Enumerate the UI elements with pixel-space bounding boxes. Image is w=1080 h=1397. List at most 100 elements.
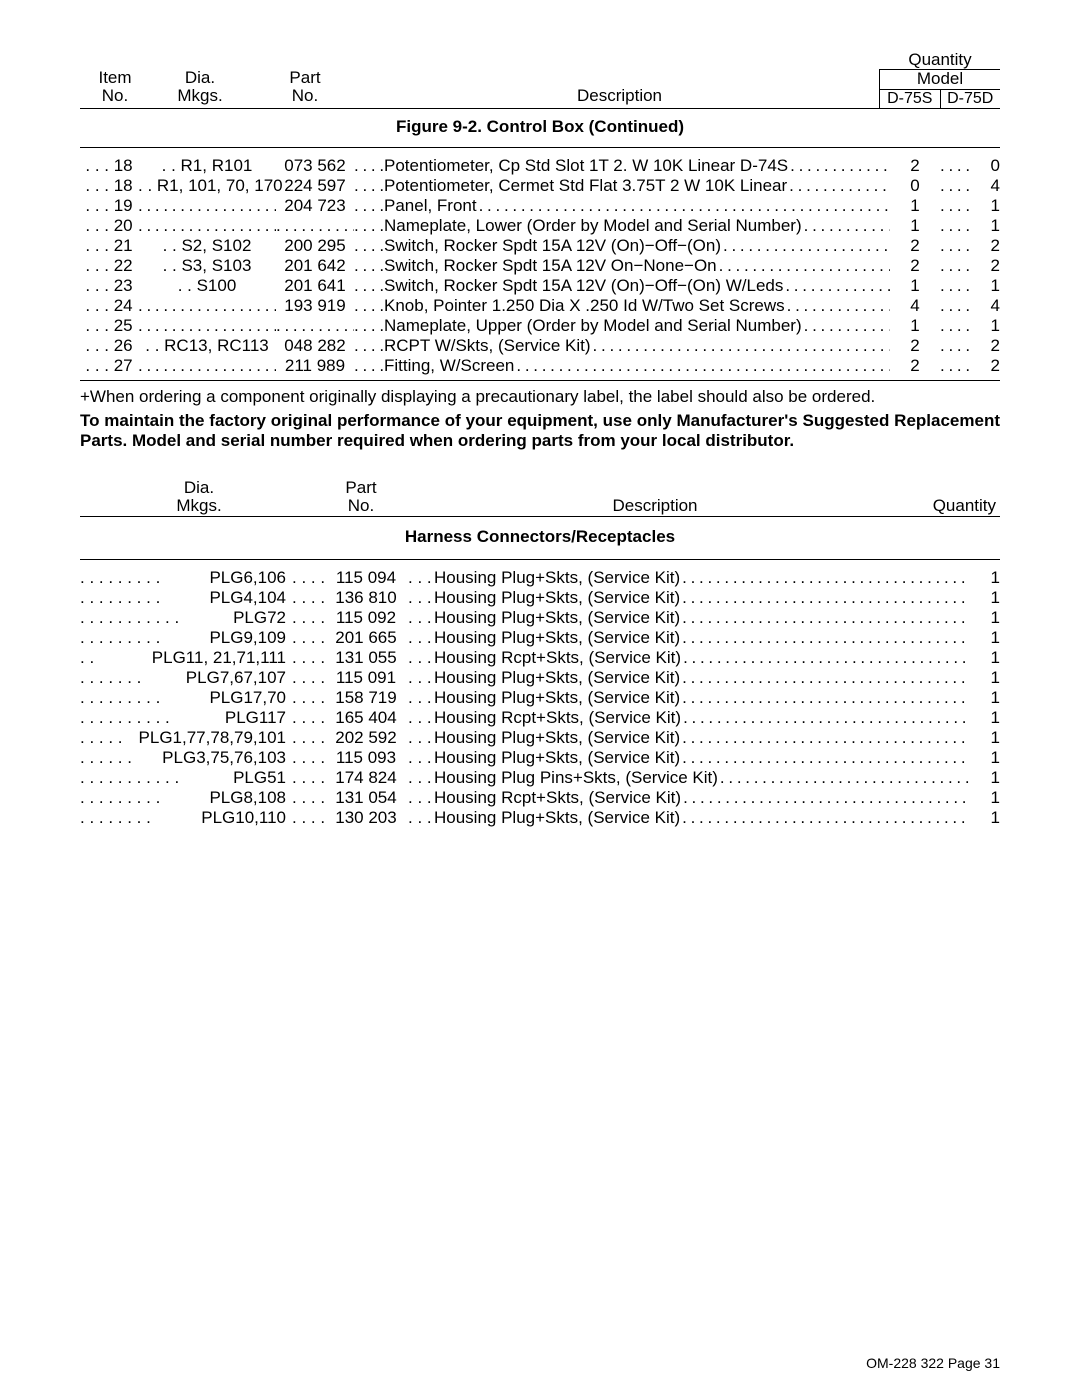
cell-desc: Nameplate, Upper (Order by Model and Ser… <box>384 316 890 336</box>
cell-desc: Housing Plug+Skts, (Service Kit) <box>434 748 970 768</box>
cell-qty-a: 2 <box>890 256 940 276</box>
cell-dia: PLG72 <box>80 608 286 628</box>
cell-dia: PLG10,110 <box>80 808 286 828</box>
table-row: . . . 19204 723Panel, Front11 <box>80 196 1000 216</box>
cell-qty-a: 4 <box>890 296 940 316</box>
hdr2-dia: Dia. Mkgs. <box>80 479 318 515</box>
cell-qty-b: 4 <box>970 296 1000 316</box>
table-row: PLG117165 404Housing Rcpt+Skts, (Service… <box>80 708 1000 728</box>
cell-part: 211 989 <box>276 356 354 376</box>
cell-qty: 1 <box>970 788 1000 808</box>
table-row: . . . 20Nameplate, Lower (Order by Model… <box>80 216 1000 236</box>
cell-dia: PLG11, 21,71,111 <box>80 648 286 668</box>
cell-part <box>276 316 354 336</box>
figure-caption-1: Figure 9-2. Control Box (Continued) <box>80 109 1000 148</box>
cell-desc: Housing Plug+Skts, (Service Kit) <box>434 608 970 628</box>
cell-dia: PLG1,77,78,79,101 <box>80 728 286 748</box>
cell-desc: Housing Rcpt+Skts, (Service Kit) <box>434 708 970 728</box>
table-row: . . . 27211 989Fitting, W/Screen22 <box>80 356 1000 376</box>
cell-part: 202 592 <box>328 728 404 748</box>
table-row: . . . 24193 919Knob, Pointer 1.250 Dia X… <box>80 296 1000 316</box>
cell-desc: Panel, Front <box>384 196 890 216</box>
table-row: PLG11, 21,71,111 131 055 Housing Rcpt+Skts… <box>80 648 1000 668</box>
cell-dia: PLG117 <box>80 708 286 728</box>
parts-list-2: PLG6,106 115 094 Housing Plug+Skts, (Servi… <box>80 560 1000 828</box>
cell-part: 224 597 <box>276 176 354 196</box>
cell-desc: Housing Plug+Skts, (Service Kit) <box>434 628 970 648</box>
table2-header: Dia. Mkgs. Part No. Description Quantity <box>80 479 1000 517</box>
cell-dia: PLG4,104 <box>80 588 286 608</box>
page: Quantity Item No. Dia. Mkgs. Part No. De… <box>0 0 1080 1397</box>
cell-part: 131 054 <box>328 788 404 808</box>
table1-header: Quantity Item No. Dia. Mkgs. Part No. De… <box>80 50 1000 109</box>
cell-qty-a: 0 <box>890 176 940 196</box>
cell-part: 115 094 <box>328 568 404 588</box>
table-row: PLG3,75,76,103115 093Housing Plug+Skts, … <box>80 748 1000 768</box>
cell-part: 200 295 <box>276 236 354 256</box>
table-row: PLG7,67,107115 091Housing Plug+Skts, (Se… <box>80 668 1000 688</box>
cell-dia <box>138 296 276 316</box>
cell-dia: PLG8,108 <box>80 788 286 808</box>
cell-qty-b: 1 <box>970 316 1000 336</box>
hdr2-qty: Quantity <box>906 479 1000 515</box>
cell-qty: 1 <box>970 668 1000 688</box>
cell-part: 193 919 <box>276 296 354 316</box>
cell-qty-b: 2 <box>970 256 1000 276</box>
cell-dia: PLG6,106 <box>80 568 286 588</box>
cell-qty-a: 1 <box>890 276 940 296</box>
cell-part: 158 719 <box>328 688 404 708</box>
cell-item: . . . 18 <box>80 156 138 176</box>
cell-desc: Nameplate, Lower (Order by Model and Ser… <box>384 216 890 236</box>
table-row: . . . 26. . RC13, RC113048 282RCPT W/Skt… <box>80 336 1000 356</box>
cell-dia: . . S3, S103 <box>138 256 276 276</box>
table-row: . . . 23. . S100201 641Switch, Rocker Sp… <box>80 276 1000 296</box>
table-row: . . . 22. . S3, S103201 642 Switch, Rocke… <box>80 256 1000 276</box>
hdr2-desc: Description <box>404 479 906 515</box>
cell-item: . . . 19 <box>80 196 138 216</box>
cell-item: . . . 25 <box>80 316 138 336</box>
cell-qty-a: 2 <box>890 236 940 256</box>
cell-desc: Switch, Rocker Spdt 15A 12V On−None−On <box>384 256 890 276</box>
hdr-quantity: Quantity <box>880 51 1000 70</box>
cell-qty-b: 2 <box>970 356 1000 376</box>
cell-qty: 1 <box>970 608 1000 628</box>
cell-item: . . . 18 <box>80 176 138 196</box>
cell-dia <box>138 316 276 336</box>
cell-dia <box>138 356 276 376</box>
cell-item: . . . 21 <box>80 236 138 256</box>
cell-part: 201 642 <box>276 256 354 276</box>
cell-item: . . . 22 <box>80 256 138 276</box>
hdr-description: Description <box>360 69 879 108</box>
cell-part: 201 665 <box>328 628 404 648</box>
cell-dia: PLG9,109 <box>80 628 286 648</box>
table-row: PLG72115 092Housing Plug+Skts, (Service … <box>80 608 1000 628</box>
cell-dia: . . S100 <box>138 276 276 296</box>
cell-item: . . . 24 <box>80 296 138 316</box>
hdr2-part: Part No. <box>318 479 404 515</box>
cell-qty-a: 2 <box>890 356 940 376</box>
cell-qty: 1 <box>970 728 1000 748</box>
cell-dia: . . R1, R101 <box>138 156 276 176</box>
table-row: PLG8,108131 054Housing Rcpt+Skts, (Servi… <box>80 788 1000 808</box>
parts-list-1: . . . 18. . R1, R101073 562Potentiometer… <box>80 148 1000 381</box>
cell-desc: Housing Plug Pins+Skts, (Service Kit) <box>434 768 970 788</box>
cell-dia: PLG7,67,107 <box>80 668 286 688</box>
table-row: PLG17,70158 719Housing Plug+Skts, (Servi… <box>80 688 1000 708</box>
cell-part: 115 091 <box>328 668 404 688</box>
cell-desc: Potentiometer, Cermet Std Flat 3.75T 2 W… <box>384 176 890 196</box>
table-row: . . . 21. . S2, S102200 295Switch, Rocke… <box>80 236 1000 256</box>
page-footer: OM-228 322 Page 31 <box>866 1355 1000 1371</box>
table-row: PLG4,104136 810Housing Plug+Skts, (Servi… <box>80 588 1000 608</box>
cell-qty: 1 <box>970 568 1000 588</box>
cell-item: . . . 26 <box>80 336 138 356</box>
table-row: PLG51174 824Housing Plug Pins+Skts, (Ser… <box>80 768 1000 788</box>
cell-part: 131 055 <box>328 648 404 668</box>
cell-desc: Housing Rcpt+Skts, (Service Kit) <box>434 648 970 668</box>
table-row: PLG6,106115 094Housing Plug+Skts, (Servi… <box>80 568 1000 588</box>
cell-part <box>276 216 354 236</box>
cell-part: 115 093 <box>328 748 404 768</box>
cell-qty-b: 4 <box>970 176 1000 196</box>
cell-qty-a: 1 <box>890 316 940 336</box>
table-row: PLG9,109 201 665 Housing Plug+Skts, (Servi… <box>80 628 1000 648</box>
cell-desc: RCPT W/Skts, (Service Kit) <box>384 336 890 356</box>
